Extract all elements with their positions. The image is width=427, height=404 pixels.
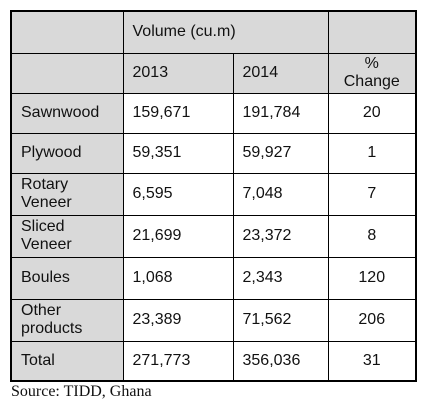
value-cell: 23,389 <box>122 298 234 342</box>
table-row: Other products 23,389 71,562 206 <box>10 298 417 342</box>
row-label-cell: Rotary Veneer <box>10 172 124 216</box>
column-header: % Change <box>343 55 400 90</box>
row-label-cell: Other products <box>10 298 124 342</box>
value-cell: 271,773 <box>122 340 234 382</box>
row-label-cell: Sawnwood <box>10 92 124 134</box>
value-cell: 7 <box>327 172 417 216</box>
value-cell: 21,699 <box>122 214 234 258</box>
empty-cell <box>327 10 417 54</box>
value-cell: 1 <box>327 132 417 174</box>
row-label: Sliced Veneer <box>21 218 72 253</box>
row-label: Sawnwood <box>21 104 100 121</box>
value-cell: 120 <box>327 256 417 300</box>
table-row: Boules 1,068 2,343 120 <box>10 256 417 300</box>
table-row: Rotary Veneer 6,595 7,048 7 <box>10 172 417 216</box>
empty-cell <box>10 52 124 94</box>
table-row: Sawnwood 159,671 191,784 20 <box>10 92 417 134</box>
source-note: Source: TIDD, Ghana <box>11 383 152 400</box>
value-cell: 206 <box>327 298 417 342</box>
value-cell: 1,068 <box>122 256 234 300</box>
row-label: Rotary Veneer <box>21 176 72 211</box>
value-cell: 71,562 <box>232 298 329 342</box>
row-label: Plywood <box>21 144 82 161</box>
column-header: 2013 <box>122 52 234 94</box>
group-header: Volume (cu.m) <box>122 10 329 54</box>
value-cell: 159,671 <box>122 92 234 134</box>
data-table: Volume (cu.m) 2013 2014 % Change Sawnwoo… <box>10 10 418 382</box>
value-cell: 6,595 <box>122 172 234 216</box>
column-header: 2014 <box>232 52 329 94</box>
row-label-cell: Plywood <box>10 132 124 174</box>
value-cell: 23,372 <box>232 214 329 258</box>
value-cell: 7,048 <box>232 172 329 216</box>
empty-cell <box>10 10 124 54</box>
value-cell: 31 <box>327 340 417 382</box>
value-cell: 20 <box>327 92 417 134</box>
value-cell: 191,784 <box>232 92 329 134</box>
column-header-cell: % Change <box>327 52 417 94</box>
row-label: Other products <box>21 302 83 337</box>
row-label-cell: Boules <box>10 256 124 300</box>
value-cell: 2,343 <box>232 256 329 300</box>
row-label: Boules <box>21 269 70 286</box>
row-label: Total <box>21 351 55 369</box>
table-row: Sliced Veneer 21,699 23,372 8 <box>10 214 417 258</box>
row-label-cell: Sliced Veneer <box>10 214 124 258</box>
table-row: Plywood 59,351 59,927 1 <box>10 132 417 174</box>
value-cell: 59,927 <box>232 132 329 174</box>
value-cell: 356,036 <box>232 340 329 382</box>
value-cell: 59,351 <box>122 132 234 174</box>
value-cell: 8 <box>327 214 417 258</box>
table-row: Total 271,773 356,036 31 <box>10 340 417 382</box>
row-label-cell: Total <box>10 340 124 382</box>
